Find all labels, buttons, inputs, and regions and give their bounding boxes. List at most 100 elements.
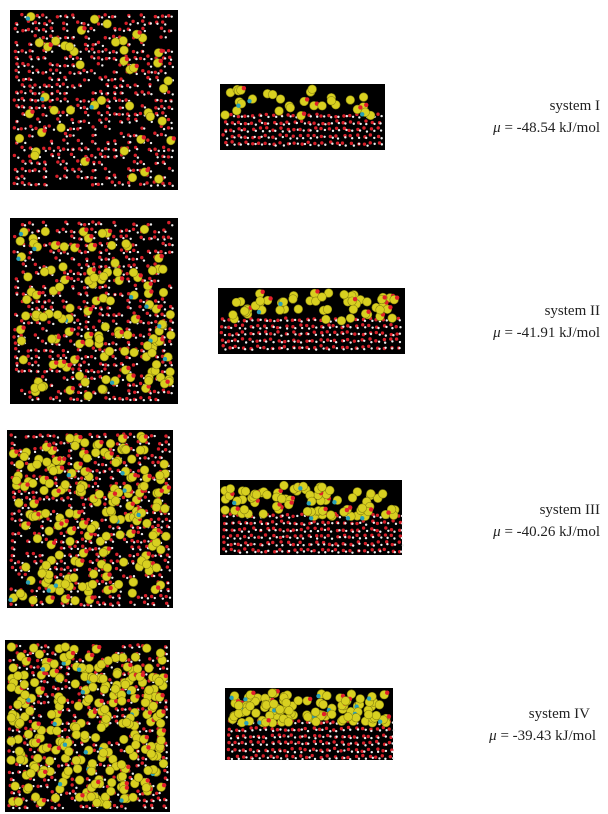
oxygen-atom bbox=[71, 778, 74, 781]
adsorbate-sphere bbox=[91, 733, 100, 742]
adsorbate-sphere bbox=[85, 695, 94, 704]
hydrogen-atom bbox=[80, 120, 82, 122]
hydrogen-atom bbox=[80, 170, 82, 172]
oxygen-atom bbox=[95, 469, 98, 472]
hydrogen-atom bbox=[275, 516, 277, 518]
hydrogen-atom bbox=[116, 715, 118, 717]
oxygen-atom bbox=[233, 741, 236, 744]
hydrogen-atom bbox=[168, 443, 170, 445]
hydrogen-atom bbox=[105, 498, 107, 500]
oxygen-atom bbox=[38, 554, 41, 557]
oxygen-atom bbox=[50, 806, 53, 809]
hydrogen-atom bbox=[316, 136, 318, 138]
hydrogen-atom bbox=[51, 22, 53, 24]
hydrogen-atom bbox=[150, 399, 152, 401]
oxygen-atom bbox=[50, 776, 53, 779]
hydrogen-atom bbox=[385, 729, 387, 731]
oxygen-atom bbox=[83, 286, 86, 289]
hydrogen-atom bbox=[98, 569, 100, 571]
hydrogen-atom bbox=[351, 137, 353, 139]
hydrogen-atom bbox=[132, 526, 134, 528]
oxygen-atom bbox=[61, 111, 64, 114]
oxygen-atom bbox=[327, 527, 330, 530]
oxygen-atom bbox=[327, 521, 330, 524]
oxygen-atom bbox=[132, 50, 135, 53]
hydrogen-atom bbox=[114, 294, 116, 296]
adsorbate-oxygen bbox=[160, 488, 164, 492]
hydrogen-atom bbox=[73, 314, 75, 316]
oxygen-atom bbox=[15, 62, 18, 65]
oxygen-atom bbox=[56, 160, 59, 163]
hydrogen-atom bbox=[365, 729, 367, 731]
oxygen-atom bbox=[229, 543, 232, 546]
adsorbate-sphere bbox=[122, 240, 131, 249]
hydrogen-atom bbox=[51, 86, 53, 88]
oxygen-atom bbox=[271, 520, 274, 523]
hydrogen-atom bbox=[92, 486, 94, 488]
hydrogen-atom bbox=[30, 43, 32, 45]
hydrogen-atom bbox=[113, 533, 115, 535]
hydrogen-atom bbox=[260, 743, 262, 745]
oxygen-atom bbox=[82, 22, 85, 25]
hydrogen-atom bbox=[226, 515, 228, 517]
hydrogen-atom bbox=[384, 341, 386, 343]
hydrogen-atom bbox=[150, 142, 152, 144]
hydrogen-atom bbox=[114, 224, 116, 226]
hydrogen-atom bbox=[24, 170, 26, 172]
oxygen-atom bbox=[88, 547, 91, 550]
hydrogen-atom bbox=[115, 59, 117, 61]
hydrogen-atom bbox=[140, 541, 142, 543]
oxygen-atom bbox=[34, 34, 37, 37]
hydrogen-atom bbox=[104, 519, 106, 521]
oxygen-atom bbox=[87, 706, 90, 709]
oxygen-atom bbox=[299, 323, 302, 326]
hydrogen-atom bbox=[316, 116, 318, 118]
oxygen-atom bbox=[224, 141, 227, 144]
hydrogen-atom bbox=[42, 534, 44, 536]
hydrogen-atom bbox=[64, 470, 66, 472]
hydrogen-atom bbox=[283, 522, 285, 524]
oxygen-atom bbox=[21, 160, 24, 163]
hydrogen-atom bbox=[310, 115, 312, 117]
hydrogen-atom bbox=[122, 398, 124, 400]
hydrogen-atom bbox=[135, 336, 137, 338]
oxygen-atom bbox=[292, 543, 295, 546]
adsorbate-sphere bbox=[159, 759, 168, 768]
hydrogen-atom bbox=[52, 155, 54, 157]
hydrogen-atom bbox=[88, 779, 90, 781]
hydrogen-atom bbox=[25, 29, 27, 31]
hydrogen-atom bbox=[136, 73, 138, 75]
adsorbate-sphere bbox=[140, 225, 149, 234]
adsorbate-oxygen bbox=[86, 157, 90, 161]
oxygen-atom bbox=[168, 340, 171, 343]
oxygen-atom bbox=[82, 360, 85, 363]
adsorbate-oxygen bbox=[137, 30, 141, 34]
hydrogen-atom bbox=[357, 327, 359, 329]
adsorbate-oxygen bbox=[113, 491, 117, 495]
oxygen-atom bbox=[315, 541, 318, 544]
hydrogen-atom bbox=[232, 522, 234, 524]
hydrogen-atom bbox=[163, 315, 165, 317]
hydrogen-atom bbox=[132, 449, 134, 451]
oxygen-atom bbox=[300, 548, 303, 551]
hydrogen-atom bbox=[108, 280, 110, 282]
hydrogen-atom bbox=[136, 258, 138, 260]
oxygen-atom bbox=[37, 700, 40, 703]
adsorbate-oxygen bbox=[156, 585, 160, 589]
oxygen-atom bbox=[139, 382, 142, 385]
oxygen-atom bbox=[389, 337, 392, 340]
adsorbate-sphere bbox=[61, 480, 70, 489]
hydrogen-atom bbox=[73, 258, 75, 260]
oxygen-atom bbox=[227, 326, 230, 329]
hydrogen-atom bbox=[239, 327, 241, 329]
oxygen-atom bbox=[26, 63, 29, 66]
oxygen-atom bbox=[377, 533, 380, 536]
hydrogen-atom bbox=[237, 347, 239, 349]
oxygen-atom bbox=[139, 396, 142, 399]
hydrogen-atom bbox=[269, 537, 271, 539]
hydrogen-atom bbox=[255, 529, 257, 531]
hydrogen-atom bbox=[66, 23, 68, 25]
adsorbate-oxygen bbox=[131, 502, 135, 506]
oxygen-atom bbox=[264, 550, 267, 553]
oxygen-atom bbox=[120, 248, 123, 251]
